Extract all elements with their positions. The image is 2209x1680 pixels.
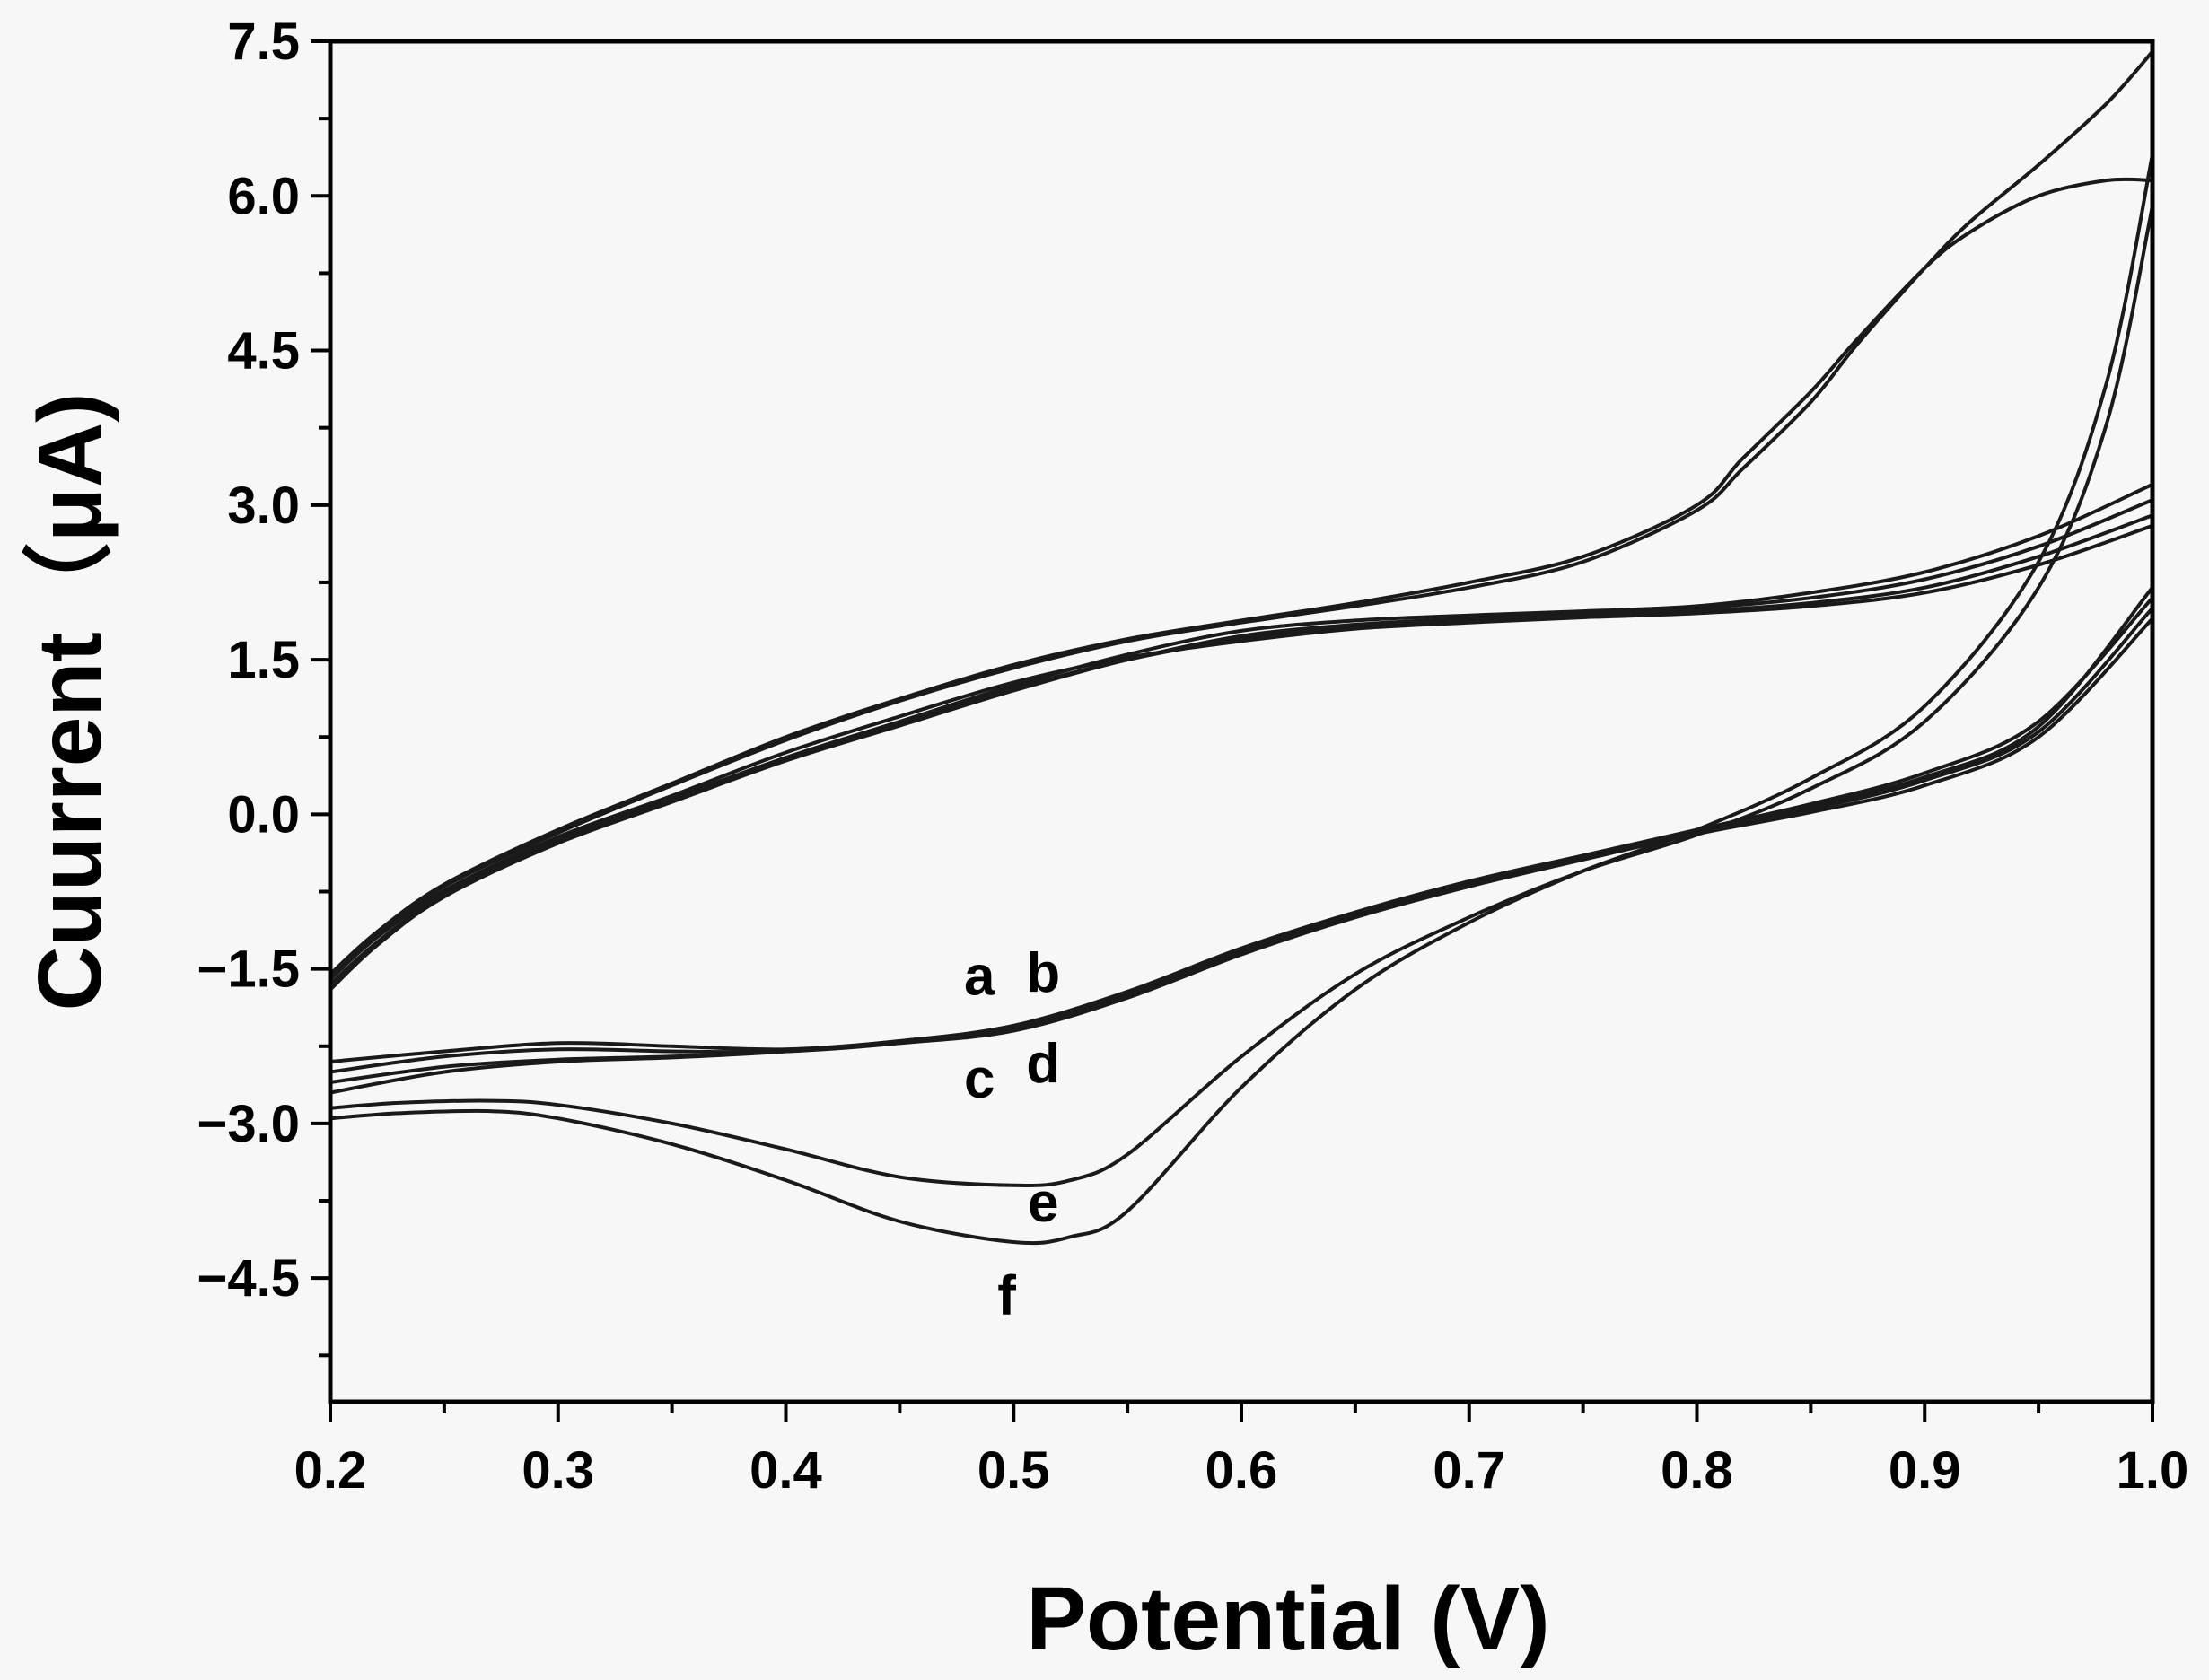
curve-label-c: c [964,1048,995,1110]
curve-d-reverse [329,523,2153,981]
y-tick-label: 1.5 [227,631,300,689]
y-tick-label: −1.5 [197,941,301,999]
x-tick-label: 0.7 [1433,1441,1505,1500]
axis-ticks [311,39,2154,1422]
curve-label-b: b [1026,942,1060,1004]
x-tick-label: 1.0 [2117,1441,2189,1500]
x-tick-label: 0.8 [1661,1441,1733,1500]
tick-labels: 0.2 0.3 0.4 0.5 0.6 0.7 0.8 0.9 1.0 7.5 6.0 4.5 3.0 1… [197,13,2189,1500]
x-tick-label: 0.4 [749,1441,822,1500]
curve-d-forward [329,586,2154,1095]
curve-label-e: e [1028,1172,1058,1234]
curve-label-f: f [997,1264,1016,1326]
curve-f-forward [329,153,2154,1246]
curve-e-forward [329,206,2154,1187]
y-axis-title: Cuurrent（μA) [20,393,120,1011]
curves-group [329,50,2154,1246]
x-tick-label: 0.5 [977,1441,1050,1500]
y-tick-label: −4.5 [197,1249,301,1308]
curve-f-reverse [329,50,2154,981]
curve-label-d: d [1026,1033,1060,1095]
x-axis-title: Potential (V) [1026,1569,1549,1669]
y-tick-label: 7.5 [227,13,300,71]
y-tick-label: 3.0 [227,477,300,535]
x-tick-label: 0.9 [1889,1441,1961,1500]
curve-labels: a bc d ef [964,942,1060,1326]
curve-a-forward [329,596,2154,1063]
y-tick-label: −3.0 [197,1095,301,1153]
curve-label-a: a [964,945,995,1007]
y-tick-label: 0.0 [227,785,300,844]
x-tick-label: 0.2 [294,1441,367,1500]
x-tick-label: 0.3 [522,1441,594,1500]
y-tick-label: 4.5 [227,322,300,381]
curve-b-reverse [329,498,2153,992]
y-tick-label: 6.0 [227,167,300,225]
x-tick-label: 0.6 [1205,1441,1278,1500]
